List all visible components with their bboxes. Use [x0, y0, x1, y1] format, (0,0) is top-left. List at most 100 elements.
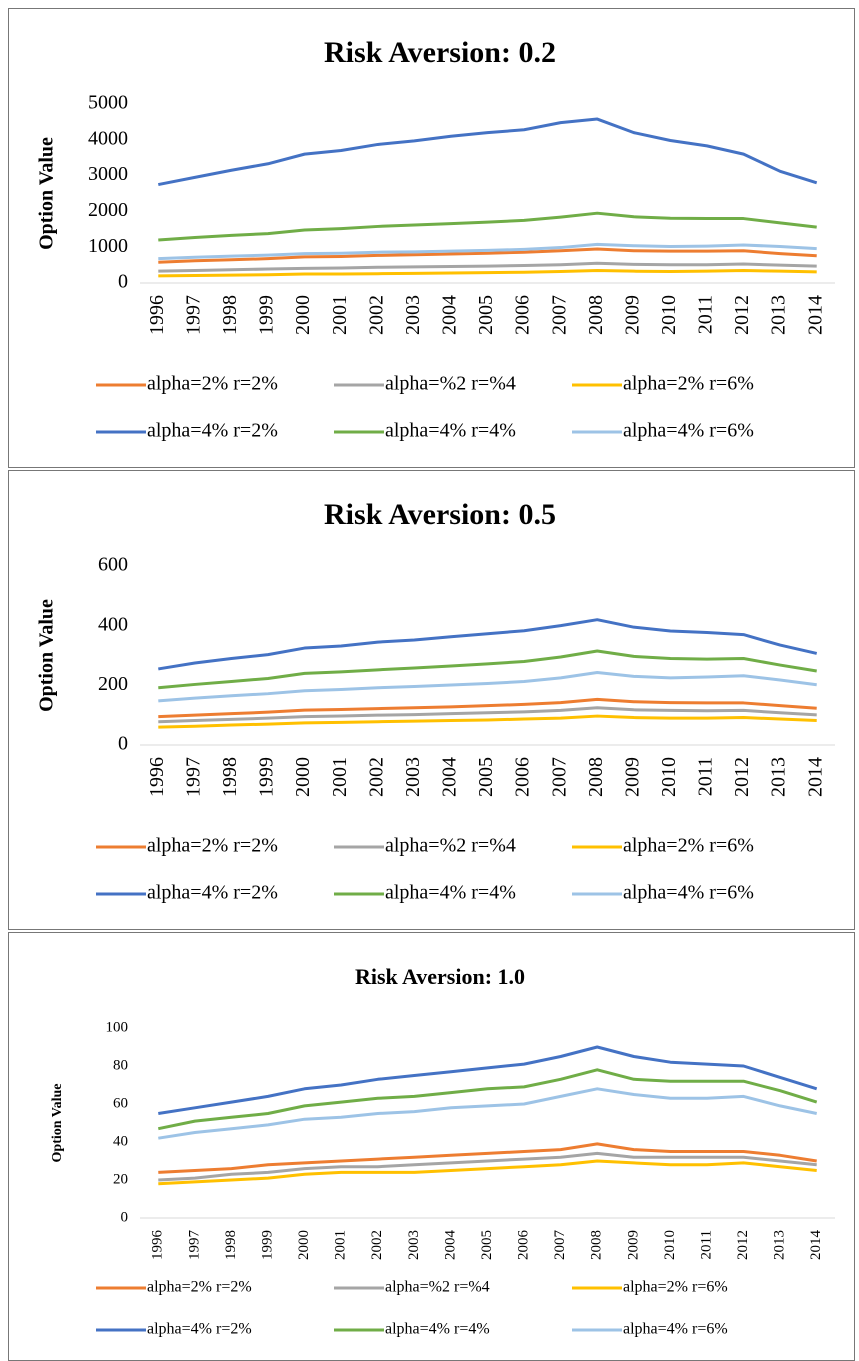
series-line [158, 1045, 818, 1115]
panel-border [8, 932, 855, 1361]
series-line [158, 618, 818, 671]
legend-label: alpha=%2 r=%4 [385, 1279, 490, 1296]
y-tick-label: 40 [113, 1133, 128, 1149]
x-tick-label: 2013 [768, 295, 790, 335]
y-tick-label: 5000 [88, 92, 128, 114]
y-tick-label: 2000 [88, 199, 128, 221]
series-line [158, 1142, 817, 1174]
y-tick-label: 200 [98, 673, 128, 695]
chart-title: Risk Aversion: 1.0 [355, 964, 525, 989]
legend-label: alpha=4% r=6% [623, 1321, 728, 1338]
x-tick-label: 2002 [365, 295, 387, 335]
y-tick-label: 1000 [88, 235, 128, 257]
chart-title: Risk Aversion: 0.2 [324, 36, 556, 69]
series-line [158, 268, 817, 278]
x-tick-label: 2013 [772, 1230, 788, 1260]
y-tick-label: 60 [113, 1095, 128, 1111]
x-tick-label: 2009 [625, 1230, 641, 1260]
x-tick-label: 2012 [731, 295, 753, 335]
legend-label: alpha=4% r=6% [623, 882, 754, 904]
series-line [158, 1151, 817, 1182]
legend-label: alpha=4% r=2% [147, 882, 278, 904]
x-tick-label: 2005 [479, 1230, 495, 1260]
x-tick-label: 2002 [369, 1230, 385, 1260]
y-tick-label: 600 [98, 554, 128, 576]
x-tick-label: 2014 [804, 295, 826, 335]
y-tick-label: 0 [121, 1209, 129, 1225]
x-tick-label: 2012 [731, 757, 753, 797]
legend-label: alpha=%2 r=%4 [385, 835, 516, 857]
series-line [158, 261, 817, 273]
y-tick-label: 400 [98, 613, 128, 635]
chart-title: Risk Aversion: 0.5 [324, 498, 556, 531]
x-tick-label: 1996 [150, 1230, 166, 1261]
legend-label: alpha=4% r=2% [147, 420, 278, 442]
x-tick-label: 2007 [548, 757, 570, 797]
x-tick-label: 2005 [475, 757, 497, 797]
panel-border [8, 470, 855, 930]
x-tick-label: 2006 [512, 757, 534, 797]
y-tick-label: 100 [106, 1019, 129, 1035]
series-line [158, 1159, 817, 1186]
legend-label: alpha=4% r=4% [385, 882, 516, 904]
x-tick-label: 2006 [512, 295, 534, 335]
legend-label: alpha=2% r=2% [147, 835, 278, 857]
series-line [158, 714, 817, 729]
y-tick-label: 3000 [88, 163, 128, 185]
x-tick-label: 2002 [365, 757, 387, 797]
y-tick-label: 80 [113, 1057, 128, 1073]
legend-label: alpha=4% r=4% [385, 1321, 490, 1338]
series-line [158, 211, 817, 242]
x-tick-label: 2004 [439, 757, 461, 797]
legend-label: alpha=4% r=2% [147, 1321, 252, 1338]
y-axis-label: Option Value [36, 137, 58, 250]
legend-label: alpha=2% r=6% [623, 835, 754, 857]
x-tick-label: 1997 [182, 757, 204, 797]
x-tick-label: 1999 [256, 295, 278, 335]
x-tick-label: 1999 [256, 757, 278, 797]
series-line [158, 706, 817, 724]
x-tick-label: 2011 [695, 295, 717, 334]
x-tick-label: 2001 [329, 757, 351, 797]
legend-label: alpha=4% r=4% [385, 420, 516, 442]
x-tick-label: 2003 [406, 1230, 422, 1260]
x-tick-label: 1996 [146, 757, 168, 797]
x-tick-label: 2005 [475, 295, 497, 335]
legend-label: alpha=2% r=2% [147, 1279, 252, 1296]
y-axis-label: Option Value [50, 1084, 65, 1163]
legend-label: alpha=%2 r=%4 [385, 373, 516, 395]
x-tick-label: 2013 [768, 757, 790, 797]
y-axis-label: Option Value [36, 599, 58, 712]
x-tick-label: 2007 [548, 295, 570, 335]
series-line [158, 117, 818, 187]
series-line [157, 1068, 818, 1131]
x-tick-label: 2000 [292, 757, 314, 797]
legend-label: alpha=2% r=6% [623, 1279, 728, 1296]
x-tick-label: 2003 [402, 757, 424, 797]
series-line [158, 697, 817, 719]
x-tick-label: 1997 [182, 295, 204, 335]
x-tick-label: 2007 [552, 1230, 568, 1261]
x-tick-label: 2012 [735, 1230, 751, 1260]
y-tick-label: 20 [113, 1171, 128, 1187]
legend-label: alpha=4% r=6% [623, 420, 754, 442]
legend-label: alpha=2% r=2% [147, 373, 278, 395]
y-tick-label: 0 [118, 733, 128, 755]
x-tick-label: 2006 [516, 1230, 532, 1261]
panel-border [8, 8, 855, 468]
x-tick-label: 2004 [439, 295, 461, 335]
x-tick-label: 2010 [658, 757, 680, 797]
x-tick-label: 1998 [219, 757, 241, 797]
series-line [158, 242, 817, 261]
x-tick-label: 1997 [186, 1230, 202, 1261]
x-tick-label: 2011 [698, 1230, 714, 1259]
series-line [158, 1087, 818, 1140]
x-tick-label: 2000 [292, 295, 314, 335]
x-tick-label: 1999 [259, 1230, 275, 1260]
x-tick-label: 2003 [402, 295, 424, 335]
x-tick-label: 2008 [585, 757, 607, 797]
x-tick-label: 2004 [442, 1230, 458, 1261]
x-tick-label: 2001 [333, 1230, 349, 1260]
x-tick-label: 1996 [146, 295, 168, 335]
x-tick-label: 2014 [808, 1230, 824, 1261]
